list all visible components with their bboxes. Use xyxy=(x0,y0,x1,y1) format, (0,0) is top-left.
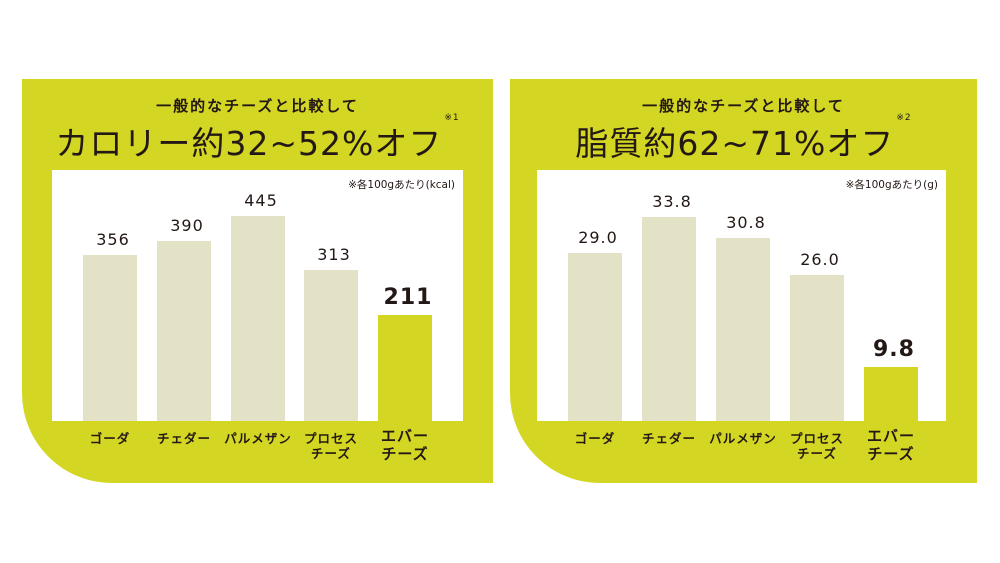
category-label: ゴーダ xyxy=(574,431,616,446)
bar-cheddar xyxy=(157,241,211,421)
headline-text: 脂質約62~71%オフ xyxy=(575,124,895,163)
bar-process-cheese xyxy=(790,275,844,421)
bar-ever-cheese xyxy=(378,315,432,421)
category-label: プロセス チーズ xyxy=(789,431,844,461)
bar-value: 390 xyxy=(170,216,204,235)
chart-subtitle: 一般的なチーズと比較して xyxy=(642,97,845,115)
chart-headline: カロリー約32~52%オフ※1 xyxy=(22,113,493,165)
bar-value: 313 xyxy=(317,245,351,264)
category-label: プロセス チーズ xyxy=(303,431,358,461)
bar-gouda xyxy=(83,255,137,421)
footnote-marker: ※1 xyxy=(444,113,460,123)
chart-headline: 脂質約62~71%オフ※2 xyxy=(510,113,977,165)
bar-value-highlight: 9.8 xyxy=(873,337,915,362)
category-label: チェダー xyxy=(641,431,696,446)
footnote-marker: ※2 xyxy=(896,113,912,123)
category-label: パルメザン xyxy=(224,431,292,446)
bar-value: 26.0 xyxy=(800,250,840,269)
bar-value: 29.0 xyxy=(578,228,618,247)
category-label: チェダー xyxy=(156,431,211,446)
calorie-chart-panel: 一般的なチーズと比較して カロリー約32~52%オフ※1 ※各100gあたり(k… xyxy=(22,79,493,483)
category-label: パルメザン xyxy=(709,431,777,446)
plot-area: ※各100gあたり(kcal) 356 390 445 313 211 xyxy=(52,170,463,421)
bar-process-cheese xyxy=(304,270,358,421)
category-label-highlight: エバー チーズ xyxy=(866,427,915,463)
headline-text: カロリー約32~52%オフ xyxy=(55,124,443,163)
fat-chart-panel: 一般的なチーズと比較して 脂質約62~71%オフ※2 ※各100gあたり(g) … xyxy=(510,79,977,483)
bar-value: 445 xyxy=(244,191,278,210)
plot-area: ※各100gあたり(g) 29.0 33.8 30.8 26.0 9.8 xyxy=(537,170,946,421)
bar-parmesan xyxy=(231,216,285,421)
bar-value: 33.8 xyxy=(652,192,692,211)
bar-value-highlight: 211 xyxy=(383,285,433,310)
bar-gouda xyxy=(568,253,622,421)
category-label-highlight: エバー チーズ xyxy=(380,427,429,463)
category-label: ゴーダ xyxy=(89,431,131,446)
bar-ever-cheese xyxy=(864,367,918,421)
chart-subtitle: 一般的なチーズと比較して xyxy=(156,97,359,115)
unit-note: ※各100gあたり(kcal) xyxy=(348,179,455,191)
bar-parmesan xyxy=(716,238,770,421)
unit-note: ※各100gあたり(g) xyxy=(845,179,938,191)
bar-value: 30.8 xyxy=(726,213,766,232)
bar-cheddar xyxy=(642,217,696,421)
bar-value: 356 xyxy=(96,230,130,249)
